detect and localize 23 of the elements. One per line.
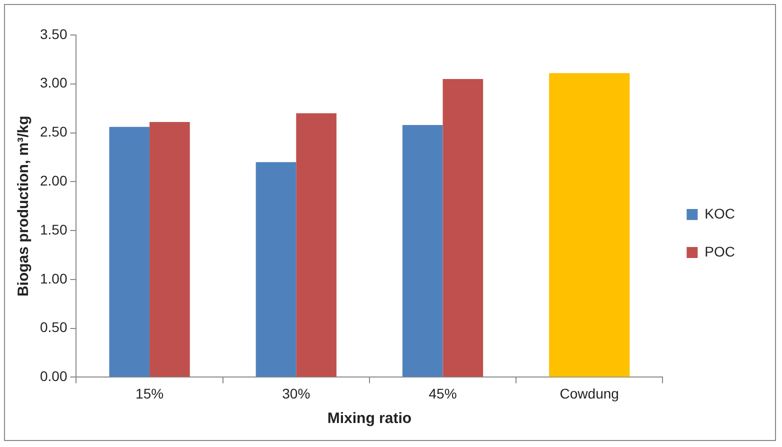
y-tick-label: 3.00	[40, 74, 68, 91]
x-tick-label: 15%	[136, 385, 164, 402]
y-tick-label: 0.50	[40, 319, 68, 336]
bar	[402, 124, 443, 377]
y-tick-label: 3.50	[40, 26, 68, 42]
legend-label: KOC	[704, 205, 736, 222]
bar	[549, 73, 630, 377]
bar	[150, 122, 190, 377]
y-tick-label: 1.50	[40, 221, 68, 238]
x-tick-label: 45%	[428, 385, 457, 402]
bar	[256, 162, 296, 377]
y-tick-label: 2.50	[40, 124, 68, 140]
x-axis-title: Mixing ratio	[327, 410, 412, 428]
bar	[442, 78, 484, 377]
bar	[109, 126, 150, 377]
y-tick-label: 0.00	[40, 368, 68, 384]
legend-label: POC	[704, 243, 736, 260]
y-tick-label: 1.00	[40, 270, 68, 286]
x-tick-label: Cowdung	[560, 385, 619, 402]
x-tick-label: 30%	[282, 385, 310, 402]
y-tick-label: 2.00	[40, 172, 68, 189]
bar	[296, 113, 336, 377]
y-axis-title: Biogas production, m³/kg	[15, 116, 32, 297]
